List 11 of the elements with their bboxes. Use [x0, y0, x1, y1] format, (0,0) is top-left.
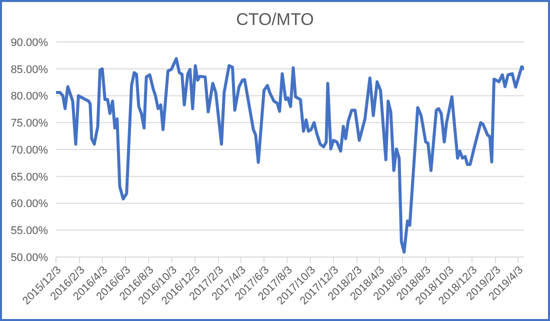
- y-tick-label: 80.00%: [10, 90, 48, 103]
- y-tick-label: 55.00%: [10, 225, 48, 238]
- y-tick-label: 50.00%: [10, 252, 48, 264]
- y-tick-label: 85.00%: [10, 64, 48, 76]
- y-tick-label: 75.00%: [10, 118, 48, 130]
- y-tick-label: 65.00%: [10, 171, 48, 184]
- y-tick-label: 90.00%: [10, 36, 48, 49]
- chart-title: CTO/MTO: [235, 10, 315, 30]
- line-series: [56, 57, 524, 254]
- y-tick-label: 60.00%: [10, 198, 48, 210]
- y-tick-label: 70.00%: [10, 144, 48, 156]
